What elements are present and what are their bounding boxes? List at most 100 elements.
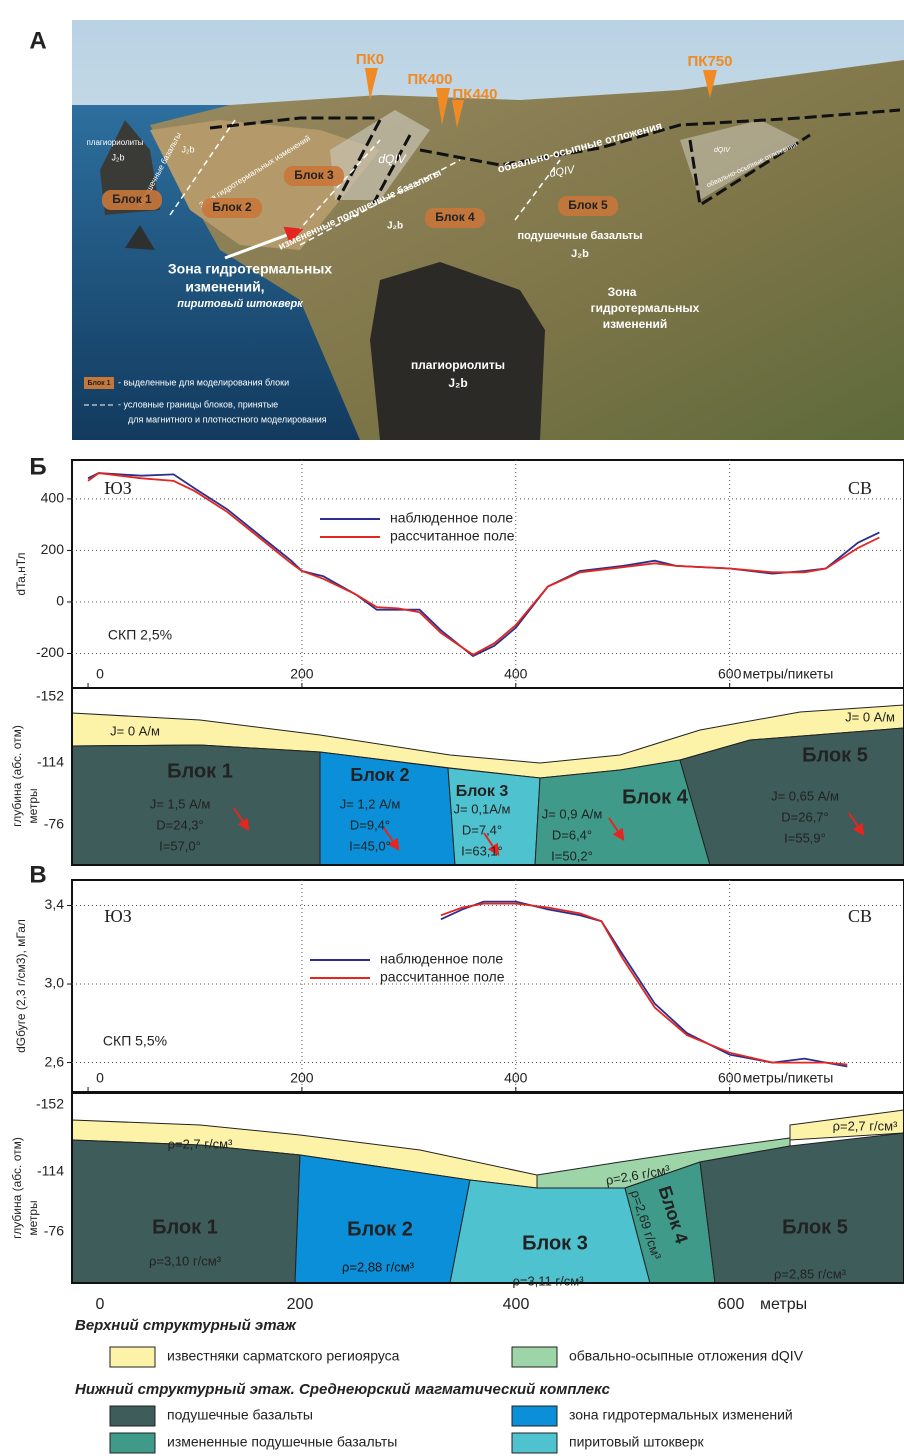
x-tick-label: 400 <box>504 1070 528 1086</box>
x-label: 0 <box>96 1296 105 1313</box>
annotation: ЮЗ <box>104 478 132 498</box>
photo-label: dQIV <box>378 152 406 166</box>
photo-label: - выделенные для моделирования блоки <box>118 377 289 387</box>
photo-label: J₂b <box>571 248 589 260</box>
legend-label: известняки сарматского региояруса <box>167 1348 400 1364</box>
x-tick-label: 200 <box>290 666 314 682</box>
x-tick-label: 0 <box>96 666 104 682</box>
x-label: 600 <box>718 1296 745 1313</box>
x-label: 400 <box>503 1296 530 1313</box>
y-tick-label: 3,4 <box>45 896 65 912</box>
panel-label: В <box>29 861 46 888</box>
legend-label: подушечные базальты <box>167 1407 313 1423</box>
x-tick-label: 0 <box>96 1070 104 1086</box>
y-tick-label: 2,6 <box>45 1053 65 1069</box>
annotation: СКП 5,5% <box>103 1033 167 1049</box>
photo-label: плагиориолиты <box>411 358 505 372</box>
block-param: J= 1,5 А/м <box>150 796 211 811</box>
series-line <box>88 473 879 655</box>
legend-swatch <box>512 1347 557 1367</box>
photo-label: пиритовый штокверк <box>177 298 304 310</box>
photo-label: для магнитного и плотностного моделирова… <box>128 414 327 424</box>
block-param: I=55,9° <box>784 830 826 845</box>
y-axis-label: dTa,нТл <box>14 552 28 595</box>
photo-label: подушечные базальты <box>517 230 642 242</box>
block-param: ρ=3,10 г/см³ <box>149 1253 222 1268</box>
block-name: Блок 1 <box>152 1216 218 1238</box>
photo-label: Блок 2 <box>212 200 252 214</box>
photo-label: - условные границы блоков, принятые <box>118 399 278 409</box>
x-tick-label: 600 <box>718 1070 742 1086</box>
photo-label: плагиориолиты <box>86 138 143 147</box>
block-param: J= 1,2 А/м <box>340 796 401 811</box>
block-param: D=24,3° <box>156 817 203 832</box>
block-name: Блок 5 <box>782 1216 848 1238</box>
annotation: СВ <box>848 906 872 926</box>
x-axis-label: метры/пикеты <box>743 666 834 682</box>
block-param: I=63,1° <box>461 843 503 858</box>
legend-swatch <box>512 1406 557 1426</box>
photo-label: ПК440 <box>453 86 498 103</box>
legend-swatch <box>512 1433 557 1453</box>
photo-label: Блок 1 <box>112 192 152 206</box>
block-param: I=50,2° <box>551 848 593 863</box>
block-name: Блок 3 <box>522 1232 588 1254</box>
y-axis-label: метры <box>26 788 40 823</box>
photo-label: J₂b <box>387 221 403 232</box>
block-param: D=26,7° <box>781 809 828 824</box>
y-tick-label: 0 <box>56 593 64 609</box>
legend-label: наблюденное поле <box>390 510 513 526</box>
x-axis-label: метры/пикеты <box>743 1070 834 1086</box>
block-param: J= 0,1А/м <box>454 801 511 816</box>
x-label: 200 <box>287 1296 314 1313</box>
block-name: Блок 1 <box>167 760 233 782</box>
block-name: Блок 4 <box>622 786 689 808</box>
photo-label: J₂b <box>112 152 125 162</box>
depth-tick: -76 <box>44 1223 64 1239</box>
photo-label: Зона гидротермальных <box>168 261 332 277</box>
block-param: I=45,0° <box>349 838 391 853</box>
photo-label: изменений, <box>185 279 264 295</box>
photo-label: ПК750 <box>688 53 733 70</box>
block-param: D=7,4° <box>462 822 502 837</box>
figure: A Б В ПК0 ПК400ПК440 ПК750 плагиориолиты J₂b под… <box>0 0 904 1456</box>
panel-label: Б <box>29 453 46 480</box>
y-axis-label: глубина (абс. отм) <box>10 1137 24 1239</box>
photo-label: Зона <box>608 285 637 299</box>
block-param: J= 0,9 А/м <box>542 806 603 821</box>
block-name: Блок 2 <box>347 1218 413 1240</box>
photo-label: J₂b <box>448 376 467 390</box>
series-line <box>88 473 879 656</box>
block-param: J= 0,65 А/м <box>771 788 839 803</box>
block-name: Блок 2 <box>350 765 409 785</box>
legend-label: зона гидротермальных изменений <box>569 1407 793 1423</box>
photo-label: ПК400 <box>408 71 453 88</box>
y-axis-label: метры <box>26 1200 40 1235</box>
depth-tick: -114 <box>37 1163 64 1179</box>
legend-label: измененные подушечные базальты <box>167 1434 397 1450</box>
photo-label: гидротермальных <box>591 301 700 315</box>
photo-label: ПК0 <box>356 51 384 68</box>
legend-swatch <box>110 1347 155 1367</box>
legend-label: пиритовый штокверк <box>569 1434 705 1450</box>
block-param: ρ=3,11 г/см³ <box>512 1273 584 1288</box>
legend-swatch <box>110 1433 155 1453</box>
legend-swatch <box>110 1406 155 1426</box>
annotation: ЮЗ <box>104 906 132 926</box>
legend-heading: Нижний структурный этаж. Среднеюрский ма… <box>75 1381 611 1398</box>
panel-label: A <box>29 27 46 54</box>
y-tick-label: 3,0 <box>45 975 65 991</box>
photo-label: dQIV <box>714 147 731 154</box>
photo-label: изменений <box>603 317 668 331</box>
photo-label: Блок 1 <box>87 380 110 387</box>
layer-label: ρ=2,7 г/см³ <box>168 1136 233 1151</box>
legend-label: рассчитанное поле <box>380 969 505 985</box>
depth-tick: -152 <box>36 688 64 704</box>
annotation: СВ <box>848 478 872 498</box>
annotation: СКП 2,5% <box>108 627 172 643</box>
block-name: Блок 3 <box>456 783 509 800</box>
x-tick-label: 400 <box>504 666 528 682</box>
block-param: D=6,4° <box>552 827 592 842</box>
layer-label: J= 0 А/м <box>110 723 160 738</box>
block-param: ρ=2,85 г/см³ <box>774 1266 847 1281</box>
